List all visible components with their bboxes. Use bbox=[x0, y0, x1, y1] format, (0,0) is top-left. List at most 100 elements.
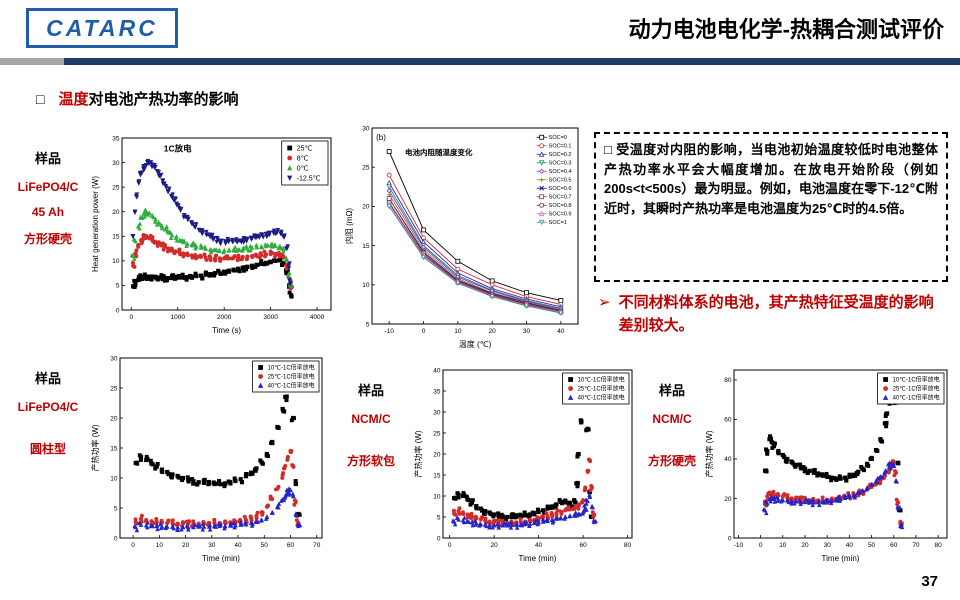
svg-text:产热功率 (W): 产热功率 (W) bbox=[413, 430, 423, 477]
svg-text:25: 25 bbox=[433, 430, 441, 437]
svg-text:SOC=0.9: SOC=0.9 bbox=[549, 212, 572, 218]
svg-text:0: 0 bbox=[129, 314, 133, 321]
svg-text:0: 0 bbox=[422, 328, 426, 335]
sample-format: 方形硬壳 bbox=[647, 454, 696, 468]
heading-highlight: 温度 bbox=[58, 91, 89, 108]
chart-internal-resistance: -10 0 10 20 30 40 5 10 15 20 25 30 温度 (℃) 内阻 (mΩ) SOC=… bbox=[344, 124, 582, 350]
svg-text:5: 5 bbox=[366, 321, 370, 328]
svg-text:SOC=0.1: SOC=0.1 bbox=[549, 144, 572, 150]
svg-text:20: 20 bbox=[724, 496, 732, 503]
svg-text:-12.5℃: -12.5℃ bbox=[297, 175, 321, 182]
svg-text:25: 25 bbox=[112, 184, 120, 191]
sample-chemistry: LiFePO4/C bbox=[17, 400, 79, 414]
svg-text:10: 10 bbox=[433, 493, 441, 500]
svg-text:5: 5 bbox=[437, 514, 441, 521]
sample-chemistry: NCM/C bbox=[652, 412, 692, 426]
chart-lfp45-heat-power: 0 1000 2000 3000 4000 0 5 10 15 20 25 30 35 Time (s) H… bbox=[90, 134, 336, 336]
svg-text:60: 60 bbox=[287, 542, 295, 549]
svg-text:0: 0 bbox=[116, 307, 120, 314]
arrow-note-text: 不同材料体系的电池，其产热特征受温度的影响差别较大。 bbox=[618, 294, 934, 334]
svg-text:0: 0 bbox=[131, 542, 135, 549]
sample-block-ncm-pouch: 样品 NCM/C 方形软包 bbox=[332, 380, 410, 480]
svg-text:10: 10 bbox=[156, 542, 164, 549]
sample-format: 方形软包 bbox=[346, 454, 395, 468]
svg-text:15: 15 bbox=[112, 234, 120, 241]
svg-text:4000: 4000 bbox=[310, 314, 325, 321]
svg-text:10℃-1C倍率放电: 10℃-1C倍率放电 bbox=[578, 376, 625, 384]
sample-title: 样品 bbox=[34, 371, 61, 386]
catarc-logo: CATARC bbox=[26, 8, 178, 48]
svg-text:40: 40 bbox=[724, 456, 732, 463]
svg-text:-10: -10 bbox=[734, 542, 744, 549]
svg-text:温度 (℃): 温度 (℃) bbox=[459, 339, 492, 349]
catarc-logo-text: CATARC bbox=[46, 14, 158, 41]
sample-capacity: 45 Ah bbox=[31, 205, 65, 219]
svg-text:Time (min): Time (min) bbox=[202, 554, 240, 563]
svg-text:50: 50 bbox=[868, 542, 876, 549]
svg-text:0: 0 bbox=[759, 542, 763, 549]
svg-text:40: 40 bbox=[234, 542, 242, 549]
sample-block-ncm-prismatic: 样品 NCM/C 方形硬壳 bbox=[640, 380, 704, 480]
header-divider-accent bbox=[0, 58, 64, 65]
svg-text:25: 25 bbox=[362, 165, 370, 172]
svg-text:0: 0 bbox=[728, 535, 732, 542]
svg-text:80: 80 bbox=[624, 542, 632, 549]
svg-text:Time (min): Time (min) bbox=[519, 554, 557, 563]
svg-text:40: 40 bbox=[846, 542, 854, 549]
svg-text:35: 35 bbox=[112, 135, 120, 142]
svg-text:SOC=0.3: SOC=0.3 bbox=[549, 161, 572, 167]
sample-format: 圆柱型 bbox=[29, 442, 66, 456]
svg-text:-10: -10 bbox=[384, 328, 394, 335]
svg-text:内阻 (mΩ): 内阻 (mΩ) bbox=[344, 208, 354, 245]
svg-text:0: 0 bbox=[448, 542, 452, 549]
svg-text:80: 80 bbox=[935, 542, 943, 549]
header: CATARC 动力电池电化学-热耦合测试评价 bbox=[0, 0, 960, 56]
svg-text:20: 20 bbox=[801, 542, 809, 549]
svg-text:0: 0 bbox=[114, 535, 118, 542]
svg-text:8℃: 8℃ bbox=[297, 155, 309, 162]
svg-text:5: 5 bbox=[116, 283, 120, 290]
sample-title: 样品 bbox=[34, 151, 61, 166]
svg-text:40: 40 bbox=[557, 328, 565, 335]
svg-text:SOC=0.7: SOC=0.7 bbox=[549, 195, 572, 201]
page-number: 37 bbox=[921, 573, 938, 590]
svg-text:30: 30 bbox=[208, 542, 216, 549]
conclusion-text: 受温度对内阻的影响，当电池初始温度较低时电池整体产热功率水平会大幅度增加。在放电… bbox=[604, 142, 938, 216]
svg-text:60: 60 bbox=[579, 542, 587, 549]
svg-text:70: 70 bbox=[313, 542, 321, 549]
svg-text:3000: 3000 bbox=[263, 314, 278, 321]
svg-text:30: 30 bbox=[824, 542, 832, 549]
svg-text:60: 60 bbox=[724, 417, 732, 424]
svg-text:25℃-1C倍率放电: 25℃-1C倍率放电 bbox=[268, 373, 315, 381]
svg-text:SOC=0: SOC=0 bbox=[549, 135, 567, 141]
svg-text:20: 20 bbox=[491, 542, 499, 549]
svg-text:5: 5 bbox=[114, 505, 118, 512]
svg-text:30: 30 bbox=[112, 160, 120, 167]
svg-text:35: 35 bbox=[433, 388, 441, 395]
sample-block-lfp-cyl: 样品 LiFePO4/C 圆柱型 bbox=[4, 368, 92, 468]
svg-text:20: 20 bbox=[362, 204, 370, 211]
heading-text: 对电池产热功率的影响 bbox=[88, 91, 239, 108]
svg-text:电池内阻随温度变化: 电池内阻随温度变化 bbox=[405, 147, 473, 157]
svg-text:20: 20 bbox=[182, 542, 190, 549]
svg-text:SOC=0.6: SOC=0.6 bbox=[549, 186, 572, 192]
svg-text:10℃-1C倍率放电: 10℃-1C倍率放电 bbox=[268, 364, 315, 372]
svg-text:10: 10 bbox=[779, 542, 787, 549]
svg-text:30: 30 bbox=[110, 355, 118, 362]
svg-text:10: 10 bbox=[362, 282, 370, 289]
svg-text:SOC=0.4: SOC=0.4 bbox=[549, 169, 572, 175]
svg-text:15: 15 bbox=[362, 243, 370, 250]
sample-chemistry: NCM/C bbox=[351, 412, 391, 426]
svg-text:SOC=0.5: SOC=0.5 bbox=[549, 178, 572, 184]
svg-text:30: 30 bbox=[362, 125, 370, 132]
svg-text:SOC=0.8: SOC=0.8 bbox=[549, 203, 572, 209]
svg-text:Time (s): Time (s) bbox=[212, 326, 241, 335]
svg-text:2000: 2000 bbox=[217, 314, 232, 321]
svg-text:25℃-1C倍率放电: 25℃-1C倍率放电 bbox=[578, 385, 625, 393]
sample-title: 样品 bbox=[658, 383, 685, 398]
svg-text:40: 40 bbox=[433, 367, 441, 374]
svg-text:40: 40 bbox=[535, 542, 543, 549]
svg-text:20: 20 bbox=[489, 328, 497, 335]
